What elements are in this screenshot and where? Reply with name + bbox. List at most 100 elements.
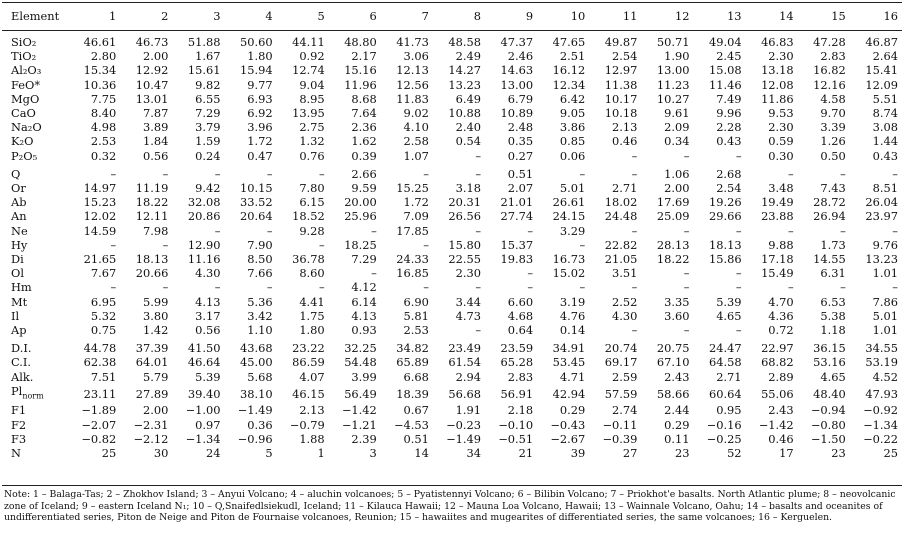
cell-mt-8: 3.44 <box>455 294 482 309</box>
cell-sio2-9: 47.37 <box>500 35 534 49</box>
table-row-mgo: MgO 7.75 13.01 6.55 6.93 8.95 8.68 11.83 6.49 6.7… <box>2 92 902 106</box>
cell-ci-10: 53.45 <box>552 355 586 370</box>
cell-mgo-8: 6.49 <box>455 91 482 106</box>
cell-tio2-7: 3.06 <box>403 49 429 64</box>
cell-f1-13: 0.95 <box>716 403 742 418</box>
cell-al2o3-1: 15.34 <box>83 63 117 78</box>
cell-hy-10: – <box>579 237 586 252</box>
cell-hy-6: 18.25 <box>344 237 377 252</box>
cell-n-5: 1 <box>317 445 325 460</box>
cell-feo-6: 11.96 <box>344 77 377 92</box>
cell-n-7: 14 <box>414 445 429 460</box>
cell-ab-5: 6.15 <box>299 195 325 210</box>
table-row-or: Or 14.97 11.19 9.42 10.15 7.80 9.59 15.25 3.18 2.… <box>2 181 902 195</box>
cell-hy-14: 9.88 <box>768 237 794 252</box>
cell-ne-3: – <box>214 223 221 238</box>
row-label-text: CaO <box>11 106 36 121</box>
cell-di-2: 18.13 <box>135 252 169 267</box>
cell-mgo-4: 6.93 <box>247 91 273 106</box>
cell-mt-5: 4.41 <box>299 294 325 309</box>
cell-q-3: – <box>214 166 221 181</box>
cell-ab-15: 28.72 <box>813 195 846 210</box>
row-label-text: P₂O₅ <box>11 148 38 163</box>
cell-ab-9: 21.01 <box>500 195 534 210</box>
cell-ab-12: 17.69 <box>656 195 690 210</box>
row-label-alk: Alk. <box>2 370 68 384</box>
cell-di-12: 18.22 <box>656 252 690 267</box>
cell-di-13: 15.86 <box>708 252 742 267</box>
cell-pl_norm-3: 39.40 <box>187 386 221 401</box>
cell-f2-14: −1.42 <box>758 417 794 432</box>
cell-p2o5-10: 0.06 <box>559 148 586 163</box>
cell-cao-13: 9.96 <box>716 106 742 121</box>
cell-an-3: 20.86 <box>187 209 221 224</box>
cell-f2-8: −0.23 <box>446 417 482 432</box>
cell-ol-1: 7.67 <box>90 266 117 281</box>
cell-or-13: 2.54 <box>716 181 742 196</box>
table-row-p2o5: P₂O₅ 0.32 0.56 0.24 0.47 0.76 0.39 1.07 – 0.27 0.0… <box>2 149 902 163</box>
row-label-text: SiO₂ <box>11 35 37 49</box>
table-row-f2: F2 −2.07 −2.31 0.97 0.36 −0.79 −1.21 −4.53 −0.23… <box>2 418 902 432</box>
cell-di_index-7: 34.82 <box>396 341 429 356</box>
cell-mgo-7: 11.83 <box>396 91 429 106</box>
column-header-14: 14 <box>745 3 798 31</box>
cell-an-14: 23.88 <box>761 209 794 224</box>
cell-hm-10: – <box>579 280 586 295</box>
table-row-di_index: D.I. 44.78 37.39 41.50 43.68 23.22 32.25 34.82 2… <box>2 337 902 355</box>
cell-ab-3: 32.08 <box>187 195 221 210</box>
cell-f1-16: −0.92 <box>863 403 898 418</box>
cell-na2o-13: 2.28 <box>716 120 742 135</box>
cell-di_index-6: 32.25 <box>344 341 377 356</box>
cell-hm-8: – <box>475 280 482 295</box>
column-header-2: 2 <box>120 3 173 31</box>
row-label-text: Di <box>11 252 24 267</box>
cell-cao-12: 9.61 <box>664 106 690 121</box>
cell-f2-12: 0.29 <box>664 417 690 432</box>
cell-k2o-11: 0.46 <box>611 134 638 149</box>
cell-feo-2: 10.47 <box>135 77 169 92</box>
row-label-p2o5: P₂O₅ <box>2 149 68 163</box>
cell-feo-10: 12.34 <box>552 77 586 92</box>
cell-tio2-5: 0.92 <box>299 49 325 64</box>
cell-sio2-1: 46.61 <box>83 35 117 49</box>
cell-f1-8: 1.91 <box>455 403 482 418</box>
cell-mt-2: 5.99 <box>142 294 169 309</box>
column-header-3: 3 <box>172 3 225 31</box>
cell-di_index-11: 20.74 <box>604 341 638 356</box>
row-label-subscript: norm <box>22 391 44 401</box>
cell-p2o5-6: 0.39 <box>351 148 377 163</box>
row-label-text: D.I. <box>11 341 32 356</box>
cell-di_index-8: 23.49 <box>448 341 482 356</box>
cell-pl_norm-2: 27.89 <box>135 386 169 401</box>
cell-k2o-10: 0.85 <box>559 134 586 149</box>
cell-di-7: 24.33 <box>396 252 429 267</box>
cell-or-9: 2.07 <box>507 181 534 196</box>
cell-di_index-9: 23.59 <box>500 341 534 356</box>
cell-mgo-3: 6.55 <box>195 91 221 106</box>
cell-f2-11: −0.11 <box>602 417 638 432</box>
cell-cao-9: 10.89 <box>500 106 534 121</box>
cell-di_index-5: 23.22 <box>292 341 325 356</box>
cell-mt-1: 6.95 <box>90 294 117 309</box>
cell-tio2-10: 2.51 <box>559 49 586 64</box>
cell-hm-11: – <box>631 280 638 295</box>
cell-an-2: 12.11 <box>135 209 169 224</box>
cell-ne-15: – <box>840 223 846 238</box>
cell-di-16: 13.23 <box>865 252 898 267</box>
cell-ci-3: 46.64 <box>187 355 221 370</box>
cell-mgo-1: 7.75 <box>90 91 117 106</box>
cell-di-3: 11.16 <box>187 252 221 267</box>
row-label-text: Hm <box>11 280 32 295</box>
table-row-feo: FeO* 10.36 10.47 9.82 9.77 9.04 11.96 12.56 13.2… <box>2 78 902 92</box>
row-label-k2o: K₂O <box>2 134 68 148</box>
cell-di_index-12: 20.75 <box>656 341 690 356</box>
row-label-q: Q <box>2 163 68 181</box>
cell-ab-13: 19.26 <box>708 195 742 210</box>
table-row-hm: Hm – – – – – 4.12 – – – – – – – – – – <box>2 280 902 294</box>
cell-di-1: 21.65 <box>83 252 117 267</box>
cell-or-1: 14.97 <box>83 181 117 196</box>
cell-f2-13: −0.16 <box>706 417 742 432</box>
cell-il-10: 4.76 <box>559 308 586 323</box>
cell-ab-4: 33.52 <box>239 195 273 210</box>
row-label-hm: Hm <box>2 280 68 294</box>
